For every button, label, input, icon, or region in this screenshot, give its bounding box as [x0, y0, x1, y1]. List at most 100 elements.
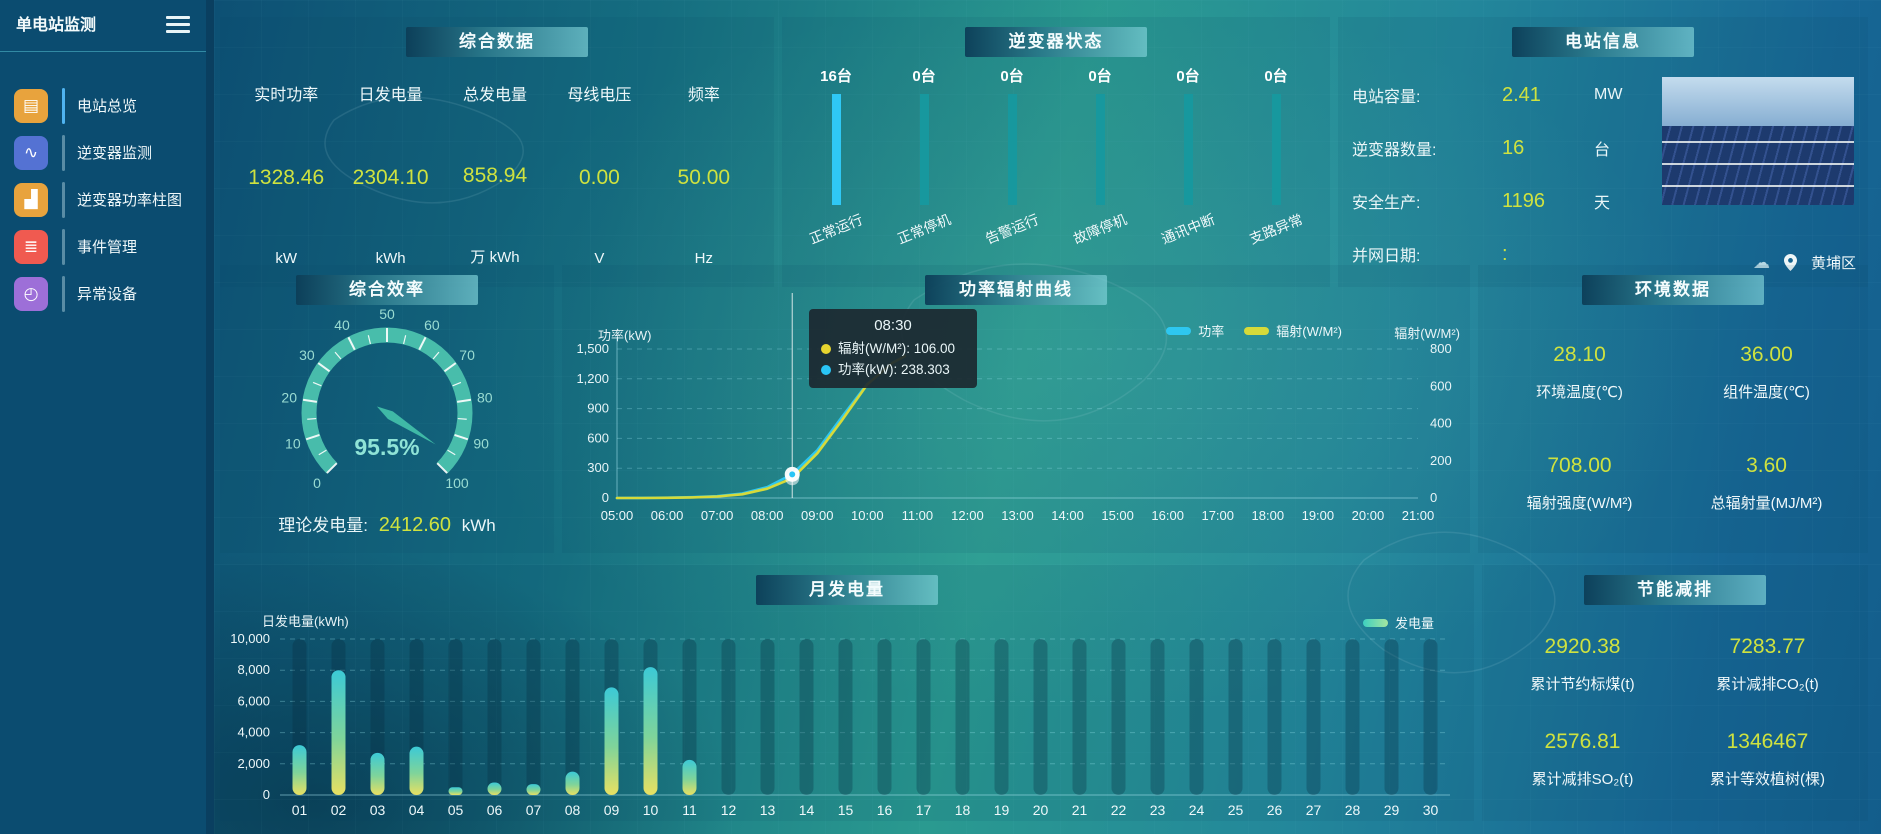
sidebar: 单电站监测 ▤ 电站总览 ∿ 逆变器监测 ▟ 逆变器功率柱图 ≣ 事件管理 ◴ 异常设备	[0, 0, 214, 834]
svg-text:95.5%: 95.5%	[354, 434, 419, 460]
panel-station-info-title: 电站信息	[1512, 27, 1694, 57]
saving-stat-0: 2920.38 累计节约标煤(t)	[1490, 617, 1675, 712]
station-info-unit: 台	[1594, 142, 1611, 159]
inverter-status-bar	[1183, 94, 1193, 205]
inverter-status-0: 16台 正常运行	[792, 65, 880, 287]
hamburger-menu-icon[interactable]	[166, 16, 190, 37]
environment-stat-value: 3.60	[1746, 454, 1787, 477]
svg-text:600: 600	[1430, 378, 1452, 393]
svg-text:2,000: 2,000	[237, 756, 270, 771]
sidebar-menu: ▤ 电站总览 ∿ 逆变器监测 ▟ 逆变器功率柱图 ≣ 事件管理 ◴ 异常设备	[0, 82, 206, 317]
station-location-row: ☁ 黄埔区	[1753, 252, 1856, 273]
legend-label: 辐射(W/M²)	[1276, 324, 1342, 339]
inverter-count: 0台	[1000, 68, 1024, 85]
sidebar-item-2[interactable]: ▟ 逆变器功率柱图	[0, 176, 206, 223]
inverter-status-5: 0台 支路异常	[1232, 65, 1320, 287]
station-info-label: 并网日期:	[1352, 248, 1421, 265]
svg-text:30: 30	[1423, 802, 1439, 818]
menu-active-bar	[62, 275, 65, 312]
station-info-value: 2.41	[1502, 83, 1541, 106]
saving-stat-label: 累计节约标煤(t)	[1530, 676, 1635, 693]
monthly-legend: 发电量	[1362, 613, 1434, 632]
svg-text:27: 27	[1306, 802, 1322, 818]
sidebar-item-3[interactable]: ≣ 事件管理	[0, 223, 206, 270]
svg-text:8,000: 8,000	[237, 662, 270, 677]
svg-text:20: 20	[281, 390, 297, 406]
svg-text:14:00: 14:00	[1051, 508, 1084, 523]
main-area: 综合数据 实时功率 1328.46 kW 日发电量 2304.10 kWh 总发电量 858.…	[201, 0, 1881, 834]
svg-text:30: 30	[299, 347, 315, 363]
svg-text:12:00: 12:00	[951, 508, 984, 523]
tooltip-series-text: 功率(kW): 238.303	[838, 362, 950, 377]
svg-text:04: 04	[409, 802, 425, 818]
legend-item-0[interactable]: 功率	[1166, 321, 1224, 340]
menu-active-bar	[62, 87, 65, 124]
sidebar-item-0[interactable]: ▤ 电站总览	[0, 82, 206, 129]
svg-text:21: 21	[1072, 802, 1088, 818]
svg-text:16: 16	[877, 802, 893, 818]
stat-value: 50.00	[677, 165, 731, 189]
svg-text:05:00: 05:00	[601, 508, 634, 523]
inverter-status-4: 0台 通讯中断	[1144, 65, 1232, 287]
environment-stat-1: 36.00 组件温度(℃)	[1673, 317, 1860, 428]
svg-text:18: 18	[955, 802, 971, 818]
sidebar-item-4[interactable]: ◴ 异常设备	[0, 270, 206, 317]
inverter-status-label: 支路异常	[1247, 211, 1305, 247]
environment-stat-0: 28.10 环境温度(℃)	[1486, 317, 1673, 428]
panel-summary: 综合数据 实时功率 1328.46 kW 日发电量 2304.10 kWh 总发电量 858.…	[220, 17, 774, 287]
monthly-generation-bar-chart[interactable]: 0 2,000 4,000 6,000 8,000 10,000 01 02 03 04 05 06 0…	[220, 565, 1474, 821]
svg-text:19:00: 19:00	[1302, 508, 1335, 523]
inverter-status-label: 正常运行	[807, 211, 865, 247]
svg-text:13: 13	[760, 802, 776, 818]
svg-text:09: 09	[604, 802, 620, 818]
svg-text:0: 0	[1430, 490, 1437, 505]
sidebar-item-label: 逆变器功率柱图	[77, 192, 183, 209]
saving-stat-value: 2920.38	[1544, 635, 1621, 658]
inverter-status-bar	[1007, 94, 1017, 205]
generation-legend-label: 发电量	[1394, 616, 1434, 631]
station-info-label: 电站容量:	[1352, 89, 1421, 106]
stat-label: 日发电量	[358, 87, 423, 104]
svg-text:11: 11	[682, 802, 697, 818]
saving-stat-label: 累计等效植树(棵)	[1710, 771, 1825, 788]
legend-swatch	[1244, 326, 1270, 335]
svg-text:15: 15	[838, 802, 854, 818]
svg-text:600: 600	[587, 430, 609, 445]
svg-text:70: 70	[459, 347, 475, 363]
inverter-status-bar	[1095, 94, 1105, 205]
environment-stat-label: 环境温度(℃)	[1536, 384, 1623, 401]
panel-efficiency-title: 综合效率	[296, 275, 478, 305]
inverter-status-bar	[1271, 94, 1281, 205]
environment-stat-value: 28.10	[1553, 343, 1606, 366]
svg-text:90: 90	[473, 436, 489, 452]
weather-cloud-icon[interactable]: ☁	[1752, 252, 1770, 272]
location-pin-icon[interactable]	[1783, 254, 1797, 271]
inverter-monitor-icon: ∿	[14, 135, 48, 170]
panel-environment-title: 环境数据	[1582, 275, 1764, 305]
station-district-label: 黄埔区	[1810, 255, 1856, 272]
tooltip-row-0: 辐射(W/M²): 106.00	[821, 338, 965, 359]
left-axis-title: 功率(kW)	[598, 328, 652, 343]
sidebar-item-label: 逆变器监测	[77, 145, 153, 162]
svg-text:1,200: 1,200	[576, 371, 609, 386]
stat-unit: 万 kWh	[470, 249, 520, 266]
inverter-count: 0台	[1088, 68, 1112, 85]
sidebar-item-label: 异常设备	[77, 286, 138, 303]
stat-value: 0.00	[578, 165, 620, 189]
tooltip-series-dot	[821, 364, 831, 375]
svg-text:25: 25	[1228, 802, 1244, 818]
station-info-value: 1196	[1502, 189, 1546, 212]
svg-text:08: 08	[565, 802, 581, 818]
power-radiation-line-chart[interactable]: 0 300 600 900 1,200 1,500 0 200 400 600 800 05:00 06…	[562, 265, 1470, 553]
inverter-status-label: 正常停机	[895, 211, 953, 247]
station-photo	[1662, 77, 1854, 205]
legend-item-1[interactable]: 辐射(W/M²)	[1244, 321, 1342, 340]
menu-active-bar	[62, 228, 65, 265]
environment-stat-value: 708.00	[1547, 454, 1612, 477]
svg-text:26: 26	[1267, 802, 1283, 818]
environment-stat-label: 总辐射量(MJ/M²)	[1710, 495, 1823, 512]
legend-item-generation[interactable]: 发电量	[1362, 613, 1434, 632]
environment-stat-label: 辐射强度(W/M²)	[1526, 495, 1633, 512]
svg-text:29: 29	[1384, 802, 1400, 818]
sidebar-item-1[interactable]: ∿ 逆变器监测	[0, 129, 206, 176]
